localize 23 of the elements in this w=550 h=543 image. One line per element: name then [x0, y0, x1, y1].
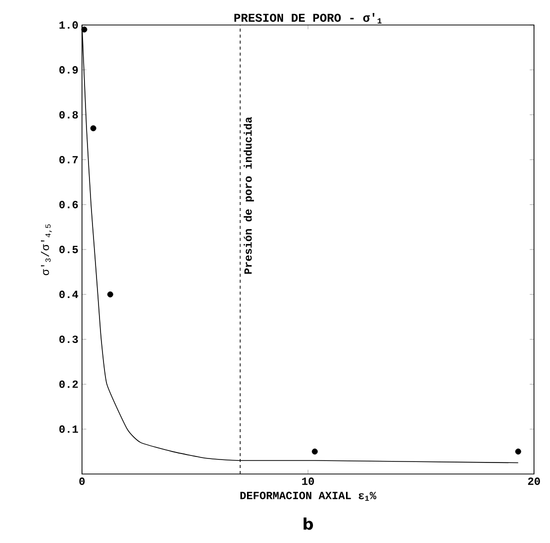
y-tick-label: 0.6	[59, 200, 78, 208]
y-axis-title: σ'$_{3}$/σ'$_{4,5}$	[40, 224, 52, 276]
x-tick-label: 20	[528, 478, 540, 485]
point	[90, 125, 96, 132]
y-tick-label: 0.2	[59, 380, 78, 388]
y-tick-label: 0.7	[59, 156, 78, 164]
ref-line-label: Presión de poro inducida	[244, 117, 254, 274]
y-tick-label: 0.3	[59, 336, 78, 344]
x-axis-title: DEFORMACION AXIAL ε$_{1}$%	[240, 492, 376, 501]
chart-title: PRESION DE PORO - σ'$_{1}$	[234, 13, 382, 24]
x-tick-label: 10	[302, 478, 314, 485]
y-tick-label: 0.9	[59, 66, 78, 74]
y-tick-label: 0.8	[59, 111, 78, 119]
x-tick-label: 0	[79, 478, 85, 485]
text: b	[304, 518, 313, 530]
point	[515, 448, 522, 455]
point	[107, 291, 114, 298]
y-tick-label: 1.0	[59, 21, 78, 29]
y-tick-label: 0.1	[59, 425, 78, 433]
y-tick-label: 0.4	[59, 290, 78, 298]
point	[81, 26, 88, 32]
point	[312, 448, 318, 455]
y-tick-label: 0.5	[59, 246, 78, 254]
